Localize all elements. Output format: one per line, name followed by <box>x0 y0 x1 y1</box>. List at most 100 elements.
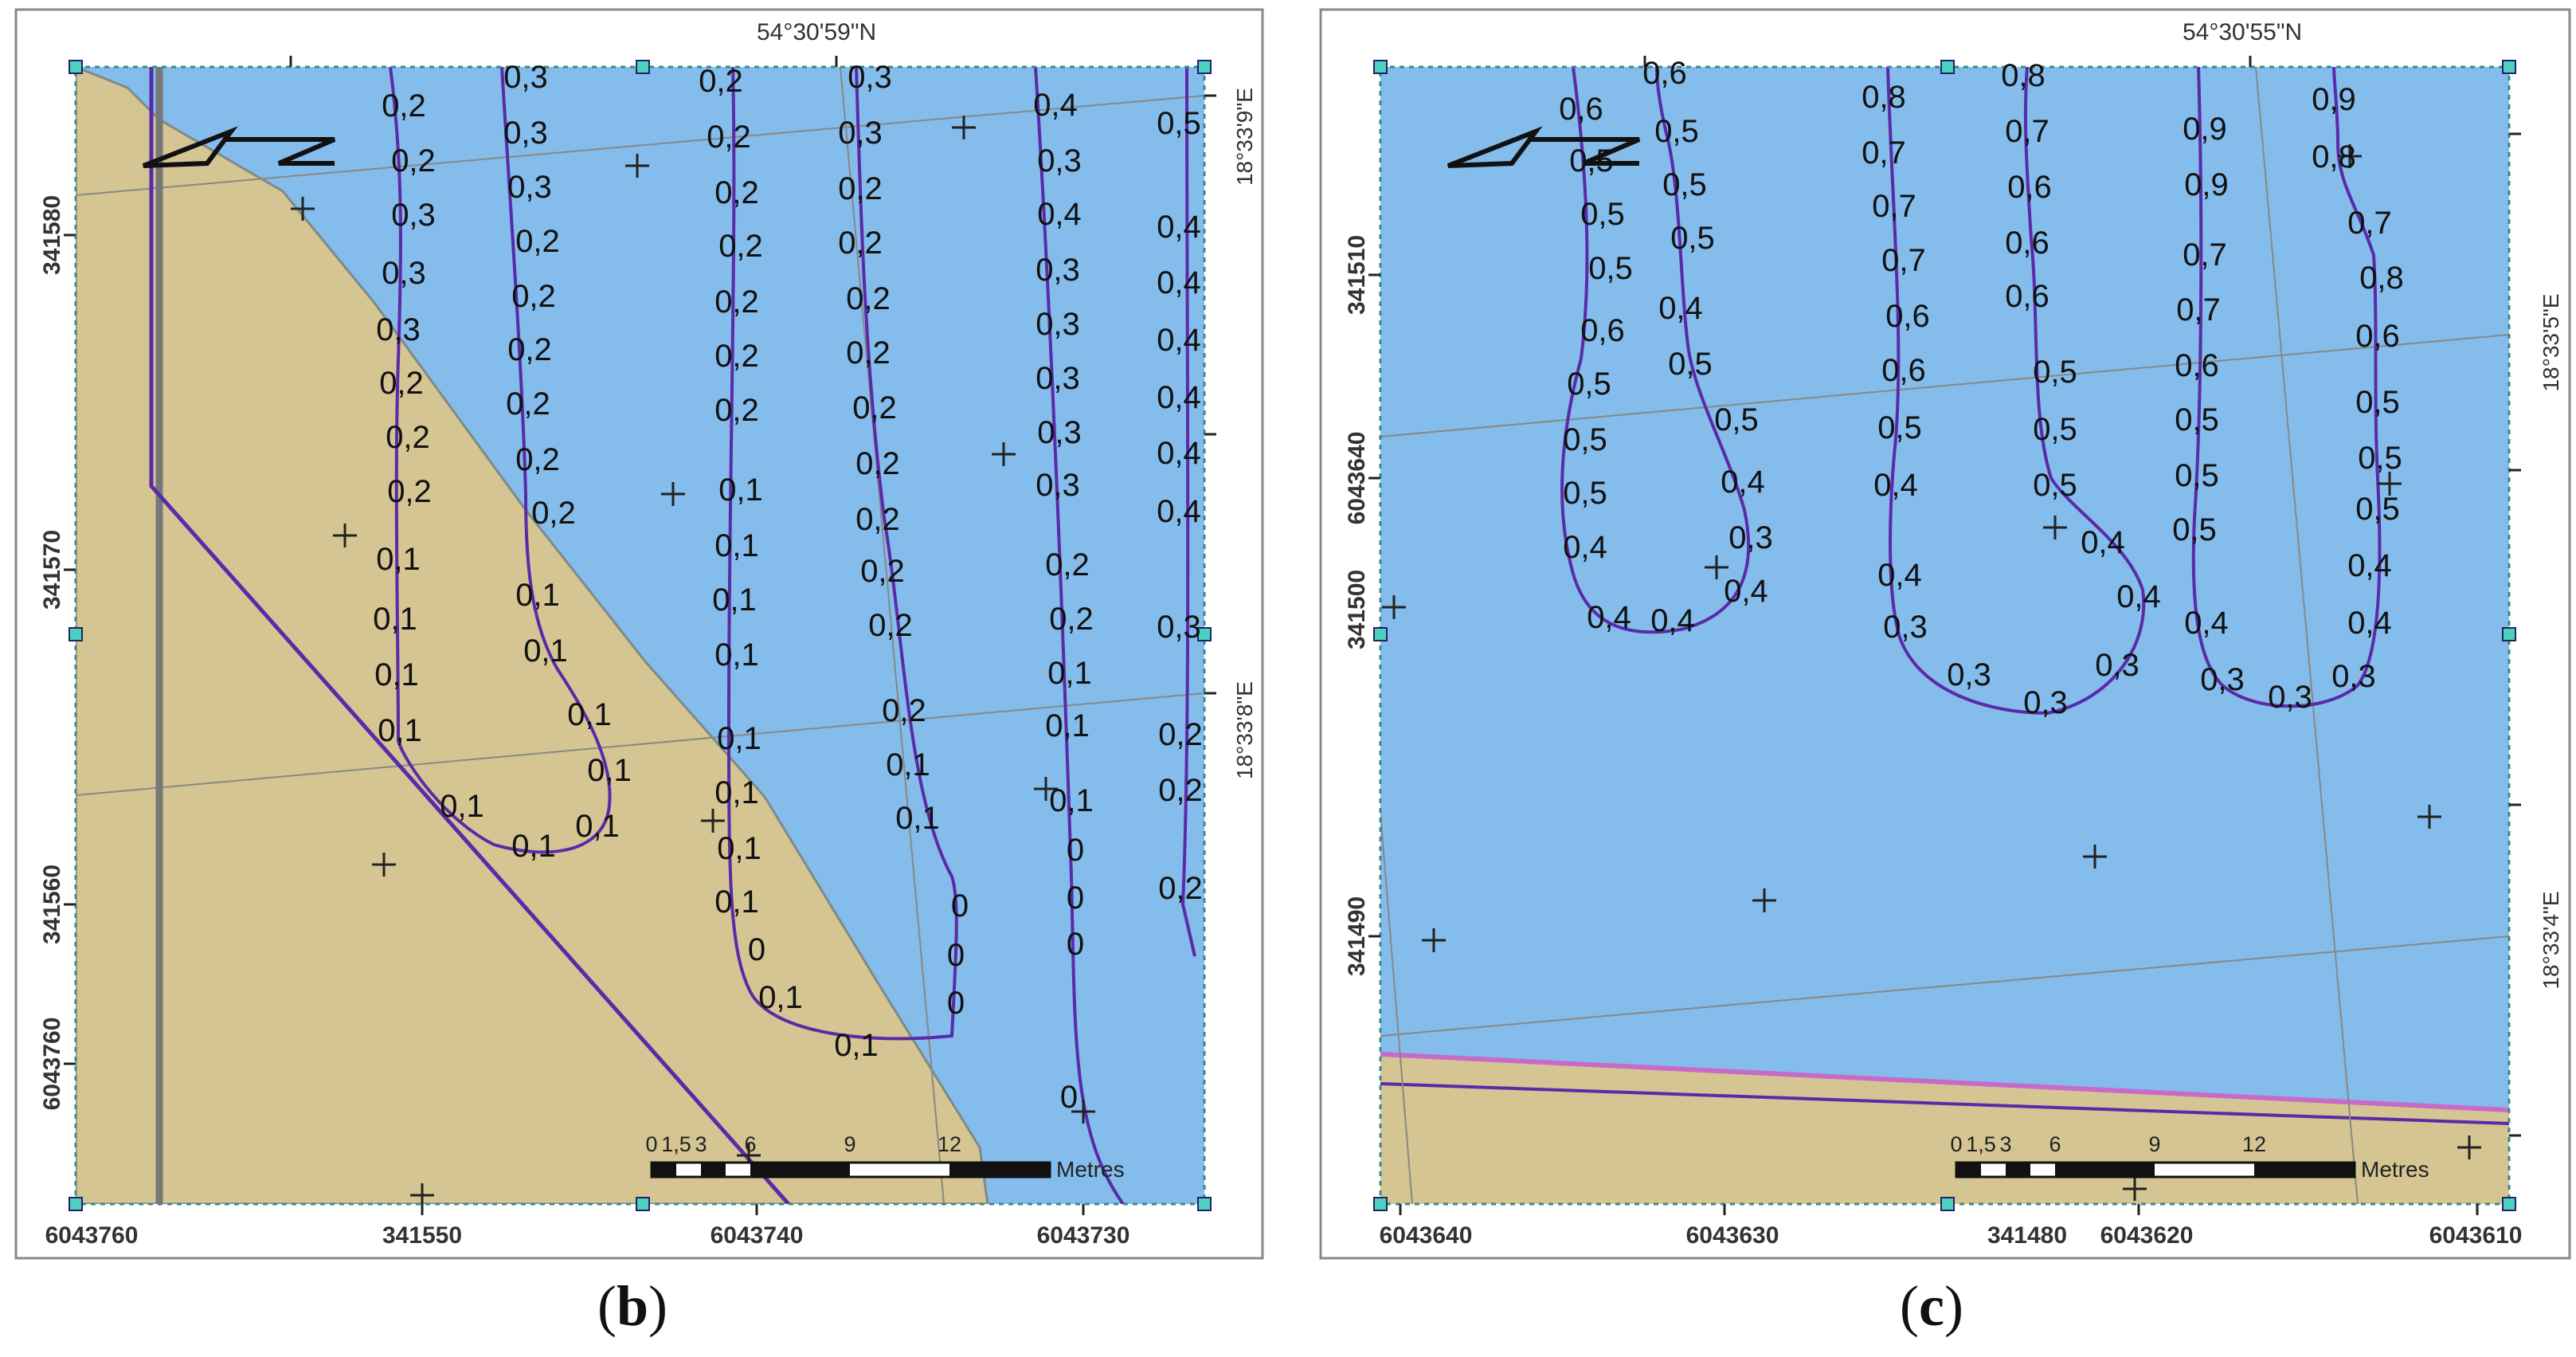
depth-label: 0,2 <box>714 175 759 210</box>
depth-label: 0,1 <box>886 747 930 782</box>
depth-label: 0,3 <box>1035 307 1080 342</box>
depth-label: 0,4 <box>1877 558 1922 593</box>
depth-label: 0,1 <box>714 775 759 810</box>
depth-label: 0,6 <box>2005 226 2049 261</box>
contour-line <box>1560 67 1751 634</box>
contour-line <box>1886 67 2146 716</box>
depth-label: 0,1 <box>758 980 803 1015</box>
depth-label: 0,2 <box>714 393 759 428</box>
depth-label: 0,8 <box>2001 58 2046 93</box>
depth-label: 0,7 <box>1872 189 1916 224</box>
grid-line <box>1380 812 1413 1204</box>
bottom-axis-label: 6043730 <box>1037 1222 1130 1249</box>
left-axis-label: 341580 <box>39 195 65 275</box>
contour-line <box>2191 67 2382 708</box>
left-axis-label: 341510 <box>1344 235 1370 315</box>
depth-label: 0 <box>748 932 765 967</box>
depth-label: 0,5 <box>1580 197 1625 232</box>
depth-label: 0,3 <box>1035 361 1080 396</box>
depth-label: 0,3 <box>382 256 426 291</box>
right-longitude-label: 18°33'5"E <box>2539 293 2563 391</box>
depth-label: 0,2 <box>714 284 759 320</box>
contour-line <box>1180 67 1196 957</box>
depth-label: 0,9 <box>2183 112 2227 147</box>
depth-label: 0,3 <box>848 60 892 95</box>
scale-tick-label: 1,5 <box>1966 1132 1996 1156</box>
scale-bar <box>1955 1161 2356 1179</box>
grid-line <box>2255 67 2359 1204</box>
depth-label: 0,5 <box>1588 251 1633 286</box>
depth-label: 0,5 <box>1662 167 1707 202</box>
scale-unit: Metres <box>1056 1157 1125 1182</box>
depth-label: 0,2 <box>860 554 905 589</box>
scale-tick-label: 3 <box>1999 1132 2011 1156</box>
scale-tick-label: 9 <box>844 1132 855 1156</box>
panel-c: 0 1,5 3 6 9 12 Metres 54°30'55"N 18°33'5"E 18… <box>1319 8 2571 1260</box>
depth-label: 0,4 <box>2347 606 2392 641</box>
depth-label: 0,3 <box>2200 662 2245 697</box>
depth-label: 0,5 <box>1877 410 1922 445</box>
scale-ticks: 0 1,5 3 6 9 12 <box>645 1132 961 1156</box>
depth-label: 0,3 <box>1947 657 1991 692</box>
depth-label: 0,2 <box>852 390 897 426</box>
bottom-axis-label: 6043630 <box>1686 1222 1779 1249</box>
depth-label: 0,8 <box>2359 261 2404 296</box>
depth-label: 0 <box>951 888 969 924</box>
depth-label: 0,1 <box>523 633 568 669</box>
survey-marks <box>1382 144 2481 1201</box>
depth-label: 0,4 <box>1157 436 1201 471</box>
depth-label: 0,5 <box>2358 441 2402 476</box>
bottom-axis-label: 341480 <box>1987 1222 2067 1249</box>
depth-label: 0,5 <box>2172 512 2217 547</box>
depth-label: 0,2 <box>507 332 552 367</box>
depth-label: 0,3 <box>503 60 548 95</box>
depth-label: 0,5 <box>2175 458 2219 493</box>
depth-label: 0,1 <box>712 582 757 618</box>
depth-label: 0,3 <box>2268 680 2312 715</box>
depth-label: 0,5 <box>1569 143 1614 178</box>
top-latitude-label: 54°30'59"N <box>757 19 876 45</box>
depth-label: 0,4 <box>1658 291 1703 326</box>
depth-label: 0,1 <box>374 657 419 692</box>
depth-label: 0,3 <box>1035 468 1080 503</box>
depth-label: 0,2 <box>1158 871 1203 906</box>
scale-tick-label: 6 <box>744 1132 756 1156</box>
depth-label: 0,2 <box>846 335 891 371</box>
depth-label: 0,3 <box>1035 253 1080 288</box>
left-axis-label: 6043760 <box>39 1018 65 1111</box>
depth-label: 0,1 <box>717 721 761 756</box>
scale-tick-label: 6 <box>2049 1132 2061 1156</box>
depth-label: 0,2 <box>387 474 432 509</box>
depth-label: 0,8 <box>1862 80 1906 115</box>
shore-edge <box>1380 1052 2509 1112</box>
depth-label: 0,7 <box>1862 135 1906 171</box>
depth-label: 0,4 <box>2347 548 2392 583</box>
bottom-axis-label: 6043620 <box>2100 1222 2194 1249</box>
grid-line <box>840 67 945 1204</box>
depth-label: 0,3 <box>1037 415 1082 450</box>
depth-label: 0,3 <box>2331 659 2376 694</box>
bottom-axis-label: 6043610 <box>2429 1222 2523 1249</box>
depth-label: 0,6 <box>1559 92 1603 127</box>
depth-label: 0,2 <box>868 608 913 643</box>
panel-label-b: (b) <box>597 1274 668 1338</box>
frame-handles <box>69 60 1212 1211</box>
depth-label: 0,8 <box>2312 139 2356 175</box>
left-axis-label: 341570 <box>39 530 65 610</box>
depth-label: 0,5 <box>2033 355 2077 390</box>
depth-label: 0,4 <box>1157 494 1201 529</box>
depth-label: 0,1 <box>376 542 421 577</box>
panel-letter: c <box>1918 1274 1944 1338</box>
depth-label: 0,1 <box>1047 656 1092 691</box>
depth-label: 0,6 <box>1580 313 1625 348</box>
depth-label: 0,5 <box>2175 402 2219 437</box>
depth-label: 0,1 <box>714 884 759 920</box>
depth-label: 0,5 <box>2355 492 2400 527</box>
bottom-axis-label: 6043640 <box>1380 1222 1473 1249</box>
depth-label: 0,2 <box>386 420 430 455</box>
depth-label: 0,3 <box>1728 520 1773 555</box>
depth-label: 0,6 <box>1642 56 1687 91</box>
scale-unit: Metres <box>2361 1157 2429 1182</box>
depth-label: 0,2 <box>714 339 759 374</box>
depth-label: 0,3 <box>1157 610 1201 645</box>
